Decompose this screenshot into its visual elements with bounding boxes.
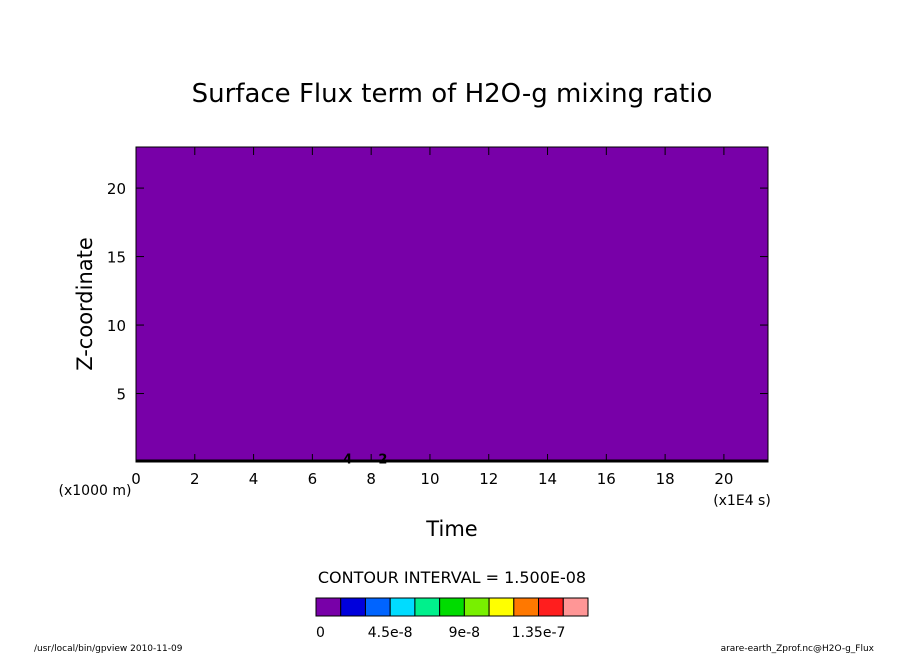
x-scale-note: (x1E4 s) <box>713 493 771 509</box>
colorbar-label: 4.5e-8 <box>368 625 413 641</box>
colorbar-label: 0 <box>316 625 325 641</box>
colorbar-swatch <box>340 597 366 617</box>
colorbar-swatch <box>562 597 589 617</box>
colorbar-swatch <box>389 597 416 617</box>
colorbar-swatch <box>513 597 540 617</box>
x-tick-label: 16 <box>597 470 616 488</box>
colorbar-swatch <box>439 597 465 617</box>
colorbar-swatch <box>414 597 441 617</box>
x-axis: 0 2 4 6 8 10 12 14 16 18 20 <box>131 147 733 488</box>
y-tick-label: 5 <box>116 386 126 404</box>
colorbar-swatch <box>463 597 490 617</box>
x-tick-label: 6 <box>308 470 318 488</box>
x-tick-label: 14 <box>538 470 557 488</box>
footer-right: arare-earth_Zprof.nc@H2O-g_Flux <box>721 644 875 654</box>
colorbar-swatch <box>315 597 342 617</box>
colorbar-label: 9e-8 <box>449 625 480 641</box>
y-scale-note: (x1000 m) <box>59 483 132 499</box>
colorbar-label: 1.35e-7 <box>512 625 566 641</box>
x-tick-label: 12 <box>479 470 498 488</box>
x-tick-label: 18 <box>656 470 675 488</box>
x-axis-label: Time <box>425 517 477 541</box>
y-axis-label: Z-coordinate <box>73 237 97 371</box>
y-tick-label: 15 <box>107 249 126 267</box>
chart-title: Surface Flux term of H2O-g mixing ratio <box>192 79 713 109</box>
plot-area <box>135 146 769 463</box>
x-tick-label: 20 <box>714 470 733 488</box>
y-tick-label: 10 <box>107 317 126 335</box>
contour-line-label: 2 <box>378 452 387 467</box>
x-tick-label: 2 <box>190 470 200 488</box>
colorbar-labels: 0 4.5e-8 9e-8 1.35e-7 <box>316 625 565 641</box>
colorbar-swatch <box>538 597 564 617</box>
colorbar <box>315 597 589 617</box>
contour-line-label: 4 <box>343 452 352 467</box>
colorbar-swatch <box>488 597 515 617</box>
y-tick-label: 20 <box>107 180 126 198</box>
contour-interval-text: CONTOUR INTERVAL = 1.500E-08 <box>318 568 586 587</box>
colorbar-swatch <box>364 597 391 617</box>
x-tick-label: 8 <box>366 470 376 488</box>
footer-left: /usr/local/bin/gpview 2010-11-09 <box>34 644 183 654</box>
y-axis: 5 10 15 20 <box>107 180 768 404</box>
x-tick-label: 4 <box>249 470 259 488</box>
x-tick-label: 10 <box>420 470 439 488</box>
x-tick-label: 0 <box>131 470 141 488</box>
